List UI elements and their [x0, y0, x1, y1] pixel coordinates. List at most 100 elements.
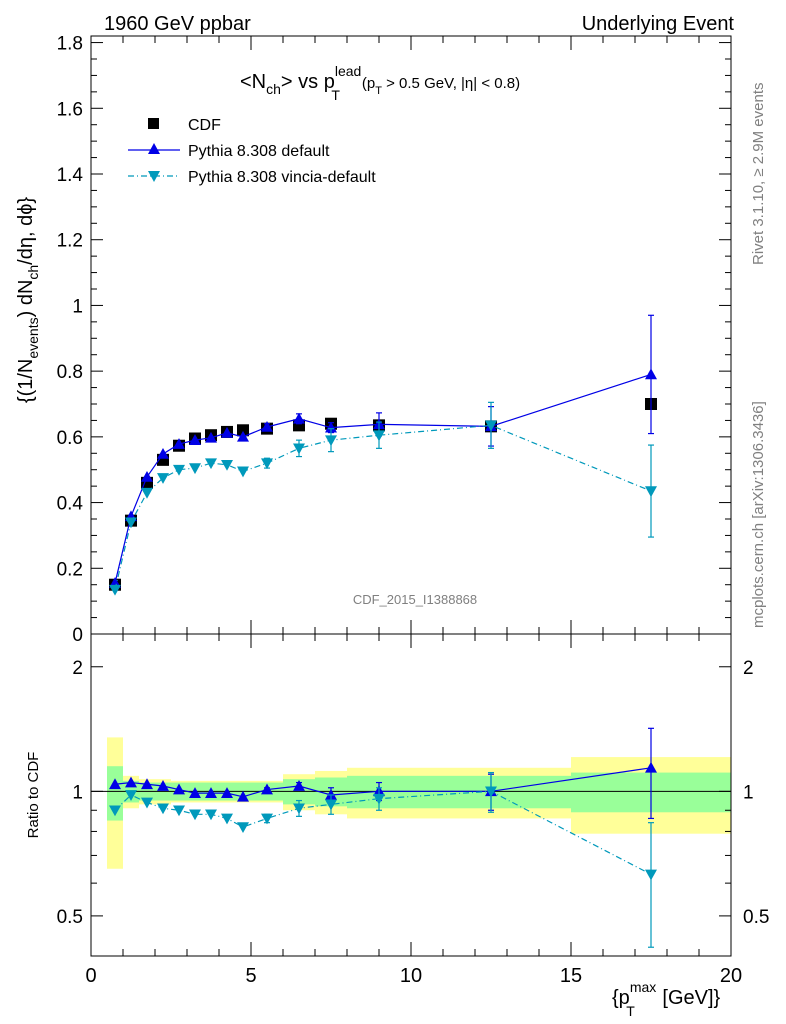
point-vincia: [189, 463, 201, 475]
point-vincia: [205, 458, 217, 470]
title-main: <N: [240, 71, 266, 93]
ylabel-main: {(1/Nevents) dNch/dη, dϕ}: [15, 197, 41, 404]
ratio-point-vincia: [237, 822, 249, 833]
x-tick-label: 0: [85, 965, 96, 987]
ylabel-main-p1: {(1/N: [15, 359, 37, 403]
ratio-y-tick-label-right: 0.5: [743, 907, 769, 928]
point-default: [261, 421, 273, 432]
ylabel-ratio: Ratio to CDF: [25, 752, 42, 839]
point-default: [141, 470, 153, 482]
point-default: [173, 438, 185, 449]
title-cut-sub: T: [375, 85, 382, 97]
main-axis-ticks: 0 0.2 0.4 0.6 0.8 1 1.2 1.4 1.6 1.8: [57, 34, 732, 646]
point-default: [205, 431, 217, 443]
xlabel-sup: max: [630, 979, 656, 995]
x-tick-label: 20: [720, 965, 742, 987]
header-left: 1960 GeV ppbar: [104, 13, 251, 35]
legend-marker-vincia: [148, 171, 160, 182]
series-line-vincia: [114, 424, 652, 590]
main-panel: 0 0.2 0.4 0.6 0.8 1 1.2 1.4 1.6 1.8: [57, 34, 732, 646]
legend-marker-default: [148, 143, 160, 154]
ylabel-main-p2: ) dN: [15, 280, 37, 318]
legend: CDF Pythia 8.308 default Pythia 8.308 vi…: [128, 117, 376, 186]
title-cut-rest: > 0.5 GeV, |η| < 0.8): [382, 75, 520, 92]
main-y-tick-label: 1: [72, 296, 83, 317]
main-y-tick-label: 0.4: [57, 494, 84, 515]
plot-title: <Nch> vs plead T(pT > 0.5 GeV, |η| < 0.8): [240, 63, 520, 103]
point-vincia: [261, 458, 273, 470]
ratio-data-layer: [109, 727, 657, 948]
ratio-point-default: [325, 788, 337, 800]
ratio-uncertainty-bands: [91, 737, 731, 869]
title-mid: > vs p: [281, 71, 335, 93]
ratio-point-vincia: [141, 797, 153, 809]
main-y-tick-label: 0: [72, 625, 83, 646]
main-y-tick-label: 1.8: [57, 34, 83, 55]
point-vincia: [221, 459, 233, 471]
title-sup: lead: [335, 63, 361, 79]
main-y-tick-label: 1.6: [57, 99, 83, 120]
legend-label-default: Pythia 8.308 default: [188, 143, 330, 160]
legend-label-cdf: CDF: [188, 117, 221, 134]
point-vincia: [237, 466, 249, 478]
ratio-point-default: [189, 787, 201, 798]
ratio-point-vincia: [173, 805, 185, 817]
header-right: Underlying Event: [582, 13, 735, 35]
x-tick-label: 15: [560, 965, 582, 987]
ratio-y-tick-label: 1: [72, 782, 83, 803]
ratio-y-tick-label: 2: [72, 658, 83, 679]
ratio-point-vincia: [293, 803, 305, 815]
ratio-point-vincia: [645, 869, 657, 881]
ratio-point-vincia: [221, 813, 233, 825]
title-cut: (p: [362, 75, 375, 92]
ratio-point-default: [237, 790, 249, 802]
point-vincia: [157, 473, 169, 484]
series-line-default: [114, 373, 652, 584]
ratio-point-vincia: [373, 793, 385, 805]
main-y-tick-label: 0.6: [57, 428, 83, 449]
xlabel-sub: T: [626, 1003, 635, 1019]
svg-text:{(1/Nevents) dNch/dη, dϕ}: {(1/Nevents) dNch/dη, dϕ}: [15, 197, 41, 404]
xlabel-p1: {p: [612, 987, 630, 1009]
ratio-point-default: [109, 778, 121, 790]
ratio-point-default: [125, 776, 137, 788]
ratio-point-default: [157, 780, 169, 791]
main-frame: [90, 35, 732, 635]
title-sub2: T: [331, 87, 340, 103]
ratio-point-vincia: [189, 809, 201, 821]
point-vincia: [373, 430, 385, 442]
ratio-point-default: [205, 787, 217, 798]
x-tick-label: 5: [245, 965, 256, 987]
point-default: [157, 447, 169, 459]
ratio-point-vincia: [261, 813, 273, 825]
ratio-point-vincia: [157, 803, 169, 815]
ratio-point-default: [645, 761, 657, 773]
point-vincia: [645, 486, 657, 498]
rivet-version-text: Rivet 3.1.10, ≥ 2.9M events: [750, 83, 767, 266]
point-default: [645, 368, 657, 380]
main-y-tick-label: 1.4: [57, 165, 84, 186]
main-data-layer: [109, 314, 657, 596]
main-y-tick-label: 0.8: [57, 362, 83, 383]
point-vincia: [293, 443, 305, 455]
ylabel-main-p3: /dη, dϕ}: [15, 197, 37, 265]
legend-marker-cdf: [148, 118, 159, 129]
analysis-watermark: CDF_2015_I1388868: [353, 592, 477, 607]
cdf-point: [237, 424, 249, 437]
ylabel-main-p1-sub: events: [25, 317, 41, 358]
title-main-sub: ch: [266, 81, 281, 97]
ratio-point-default: [221, 787, 233, 798]
point-vincia: [141, 487, 153, 499]
ratio-point-default: [293, 780, 305, 791]
ratio-point-default: [141, 778, 153, 790]
ratio-point-default: [261, 783, 273, 795]
ratio-point-default: [173, 783, 185, 795]
point-vincia: [325, 435, 337, 447]
point-default: [237, 430, 249, 442]
ratio-point-vincia: [205, 809, 217, 821]
point-default: [293, 412, 305, 424]
ratio-y-tick-label-right: 1: [743, 782, 754, 803]
